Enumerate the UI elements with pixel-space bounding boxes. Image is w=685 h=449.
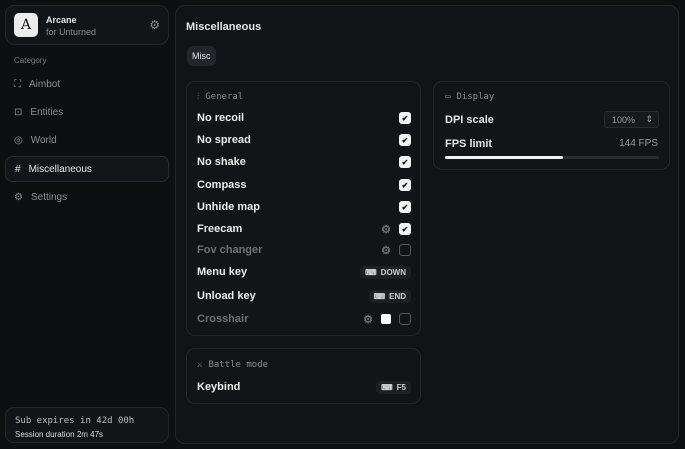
session-duration: Session duration 2m 47s xyxy=(15,430,104,439)
sliders-icon: ⫶ xyxy=(197,92,200,102)
subscription-card: Sub expires in 42d 00h Session duration … xyxy=(5,407,169,443)
battle-mode-card xyxy=(186,348,421,404)
fps-slider[interactable] xyxy=(445,156,659,159)
row-label: Unhide map xyxy=(197,201,260,213)
gear-icon: ⚙ xyxy=(14,191,23,203)
keybind-button[interactable]: ⌨ F5 xyxy=(376,380,411,394)
monitor-icon: ▭ xyxy=(445,92,451,102)
sidebar-item-entities[interactable]: ⊡ Entities xyxy=(5,99,169,125)
keybind-button[interactable]: ⌨ DOWN xyxy=(360,265,411,279)
row-label: Crosshair xyxy=(197,313,249,325)
key-value: F5 xyxy=(396,382,406,392)
general-header: ⫶ General xyxy=(197,92,243,102)
row-label: No spread xyxy=(197,134,251,146)
section-title: Battle mode xyxy=(208,360,269,370)
keybind-button[interactable]: ⌨ END xyxy=(368,289,411,303)
dpi-select[interactable]: 100% ⇕ xyxy=(604,111,659,128)
dpi-label: DPI scale xyxy=(445,114,494,126)
grid-icon: # xyxy=(15,163,21,175)
row-crosshair: Crosshair ⚙ xyxy=(197,309,411,329)
chevron-updown-icon: ⇕ xyxy=(645,114,653,124)
sub-expires: Sub expires in 42d 00h xyxy=(15,416,135,426)
key-value: END xyxy=(389,291,406,301)
keyboard-icon: ⌨ xyxy=(381,382,393,392)
keyboard-icon: ⌨ xyxy=(365,267,377,277)
gear-icon[interactable]: ⚙ xyxy=(363,313,373,326)
sidebar-item-aimbot[interactable]: ⛶ Aimbot xyxy=(5,71,169,97)
swords-icon: ⚔ xyxy=(197,360,203,370)
row-no-shake: No shake ✔ xyxy=(197,152,411,172)
fps-label: FPS limit xyxy=(445,138,493,150)
section-title: Display xyxy=(456,92,495,102)
sidebar-item-world[interactable]: ◎ World xyxy=(5,127,169,153)
row-label: No recoil xyxy=(197,112,245,124)
display-header: ▭ Display xyxy=(445,92,494,102)
checkbox[interactable] xyxy=(399,244,411,256)
sidebar-item-label: Entities xyxy=(30,106,64,118)
key-value: DOWN xyxy=(380,267,406,277)
battle-header: ⚔ Battle mode xyxy=(197,360,268,370)
sidebar-item-label: Miscellaneous xyxy=(28,163,92,175)
app-name: Arcane xyxy=(46,15,77,25)
sidebar-item-settings[interactable]: ⚙ Settings xyxy=(5,184,169,210)
dpi-value: 100% xyxy=(612,114,636,125)
crosshair-icon: ⛶ xyxy=(14,78,21,90)
category-label: Category xyxy=(14,56,47,65)
keybind-label: Keybind xyxy=(197,381,241,393)
row-label: Compass xyxy=(197,179,247,191)
row-label: Freecam xyxy=(197,223,243,235)
color-swatch[interactable] xyxy=(381,314,391,324)
fps-slider-fill xyxy=(445,156,563,159)
app-subtitle: for Unturned xyxy=(46,27,97,37)
checkbox[interactable]: ✔ xyxy=(399,201,411,213)
row-menu-key: Menu key ⌨ DOWN xyxy=(197,262,411,282)
keybind-row: Keybind ⌨ F5 xyxy=(197,377,411,397)
row-label: No shake xyxy=(197,156,246,168)
checkbox[interactable]: ✔ xyxy=(399,156,411,168)
sidebar-item-label: Settings xyxy=(30,191,68,203)
checkbox[interactable]: ✔ xyxy=(399,134,411,146)
settings-icon[interactable]: ⚙ xyxy=(149,18,160,32)
sidebar-item-label: World xyxy=(30,134,57,146)
globe-icon: ◎ xyxy=(14,134,23,146)
row-freecam: Freecam ⚙ ✔ xyxy=(197,219,411,239)
page-title: Miscellaneous xyxy=(186,21,262,33)
checkbox[interactable]: ✔ xyxy=(399,112,411,124)
app-header: A Arcane for Unturned ⚙ xyxy=(5,5,169,45)
row-compass: Compass ✔ xyxy=(197,175,411,195)
fps-value: 144 FPS xyxy=(619,138,658,149)
scan-face-icon: ⊡ xyxy=(14,106,23,118)
gear-icon[interactable]: ⚙ xyxy=(381,244,391,257)
row-no-recoil: No recoil ✔ xyxy=(197,108,411,128)
row-unload-key: Unload key ⌨ END xyxy=(197,286,411,306)
row-label: Menu key xyxy=(197,266,248,278)
gear-icon[interactable]: ⚙ xyxy=(381,223,391,236)
checkbox[interactable]: ✔ xyxy=(399,223,411,235)
app-logo: A xyxy=(14,13,38,37)
row-fov-changer: Fov changer ⚙ xyxy=(197,240,411,260)
keyboard-icon: ⌨ xyxy=(373,291,386,301)
row-no-spread: No spread ✔ xyxy=(197,130,411,150)
row-label: Unload key xyxy=(197,290,256,302)
sidebar-item-label: Aimbot xyxy=(29,78,61,90)
checkbox[interactable]: ✔ xyxy=(399,179,411,191)
section-title: General xyxy=(205,92,244,102)
sidebar-item-miscellaneous[interactable]: # Miscellaneous xyxy=(5,156,169,182)
row-label: Fov changer xyxy=(197,244,263,256)
row-unhide-map: Unhide map ✔ xyxy=(197,197,411,217)
tab-misc[interactable]: Misc xyxy=(187,46,216,66)
checkbox[interactable] xyxy=(399,313,411,325)
